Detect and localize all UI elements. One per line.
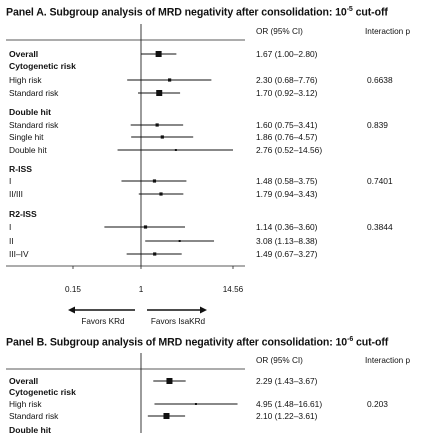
panel-a-point-estimate [174,149,177,151]
panel-a-row-label: High risk [9,75,42,85]
panel-a-point-estimate [156,90,163,96]
panel-a-row-label: I [9,176,11,186]
panel-a-tick-label: 1 [139,285,144,294]
panel-a-favors-right-label: Favors IsaKRd [151,317,206,326]
panel-a-or-value: 1.14 (0.36–3.60) [256,222,318,232]
panel-b-interaction-p: 0.203 [367,399,388,409]
panel-a-point-estimate [160,135,164,139]
panel-b-row-label: Overall [9,376,38,386]
panel-a-row-label: Overall [9,49,38,59]
panel-a-row-label: III–IV [9,249,29,259]
panel-b-point-estimate [166,378,173,384]
panel-b-title: Panel B. Subgroup analysis of MRD negati… [6,336,389,349]
panel-a-row-label: R-ISS [9,164,32,174]
panel-a-favors-left-arrowhead [68,306,75,314]
panel-b-row-label: High risk [9,399,42,409]
panel-a-favors-right-arrowhead [200,306,207,314]
panel-a-interaction-p: 0.7401 [367,176,393,186]
panel-a-row-label: R2-ISS [9,209,37,219]
panel-a-interaction-p: 0.3844 [367,222,393,232]
panel-b-or-value: 2.29 (1.43–3.67) [256,376,318,386]
panel-b-or-value: 2.10 (1.22–3.61) [256,411,318,421]
panel-a-or-value: 1.48 (0.58–3.75) [256,176,318,186]
panel-a-point-estimate [159,192,163,196]
panel-a-interaction-p: 0.6638 [367,75,393,85]
panel-a-point-estimate [152,179,157,183]
panel-b-row-label: Double hit [9,425,51,433]
panel-a-point-estimate [155,51,162,57]
panel-a-row-label: II [9,236,14,246]
panel-a-point-estimate [143,225,148,229]
panel-a-point-estimate [153,252,157,256]
panel-a-favors-left-label: Favors KRd [81,317,125,326]
panel-b-or-header: OR (95% CI) [256,356,303,365]
panel-a-or-value: 1.60 (0.75–3.41) [256,120,318,130]
panel-a-or-value: 1.79 (0.94–3.43) [256,189,318,199]
panel-a-point-estimate [155,123,159,127]
panel-a-or-value: 2.30 (0.68–7.76) [256,75,318,85]
panel-b-point-estimate [194,403,197,405]
panel-a-row-label: Double hit [9,145,47,155]
panel-a-row-label: I [9,222,11,232]
panel-b-row-label: Cytogenetic risk [9,387,76,397]
panel-a-or-value: 1.49 (0.67–3.27) [256,249,318,259]
panel-a-interaction-p: 0.839 [367,120,388,130]
panel-b-interaction-header: Interaction p [365,356,411,365]
panel-a-tick-label: 0.15 [65,285,81,294]
panel-a-or-value: 3.08 (1.13–8.38) [256,236,318,246]
panel-a-or-value: 2.76 (0.52–14.56) [256,145,322,155]
panel-b-row-label: Standard risk [9,411,59,421]
panel-a-or-value: 1.67 (1.00–2.80) [256,49,318,59]
panel-a-or-header: OR (95% CI) [256,27,303,36]
panel-a-row-label: Single hit [9,132,44,142]
panel-a-interaction-header: Interaction p [365,27,411,36]
panel-a-or-value: 1.70 (0.92–3.12) [256,88,318,98]
panel-a-row-label: Double hit [9,107,51,117]
panel-a-point-estimate [178,240,181,242]
panel-a-title: Panel A. Subgroup analysis of MRD negati… [6,6,388,19]
panel-a-row-label: Standard risk [9,88,59,98]
panel-a-or-value: 1.86 (0.76–4.57) [256,132,318,142]
panel-a-row-label: II/III [9,189,23,199]
panel-b-or-value: 4.95 (1.48–16.61) [256,399,322,409]
panel-a-point-estimate [168,78,172,82]
panel-b-point-estimate [163,413,170,419]
panel-a-tick-label: 14.56 [223,285,244,294]
panel-a-row-label: Cytogenetic risk [9,61,76,71]
panel-a-row-label: Standard risk [9,120,59,130]
